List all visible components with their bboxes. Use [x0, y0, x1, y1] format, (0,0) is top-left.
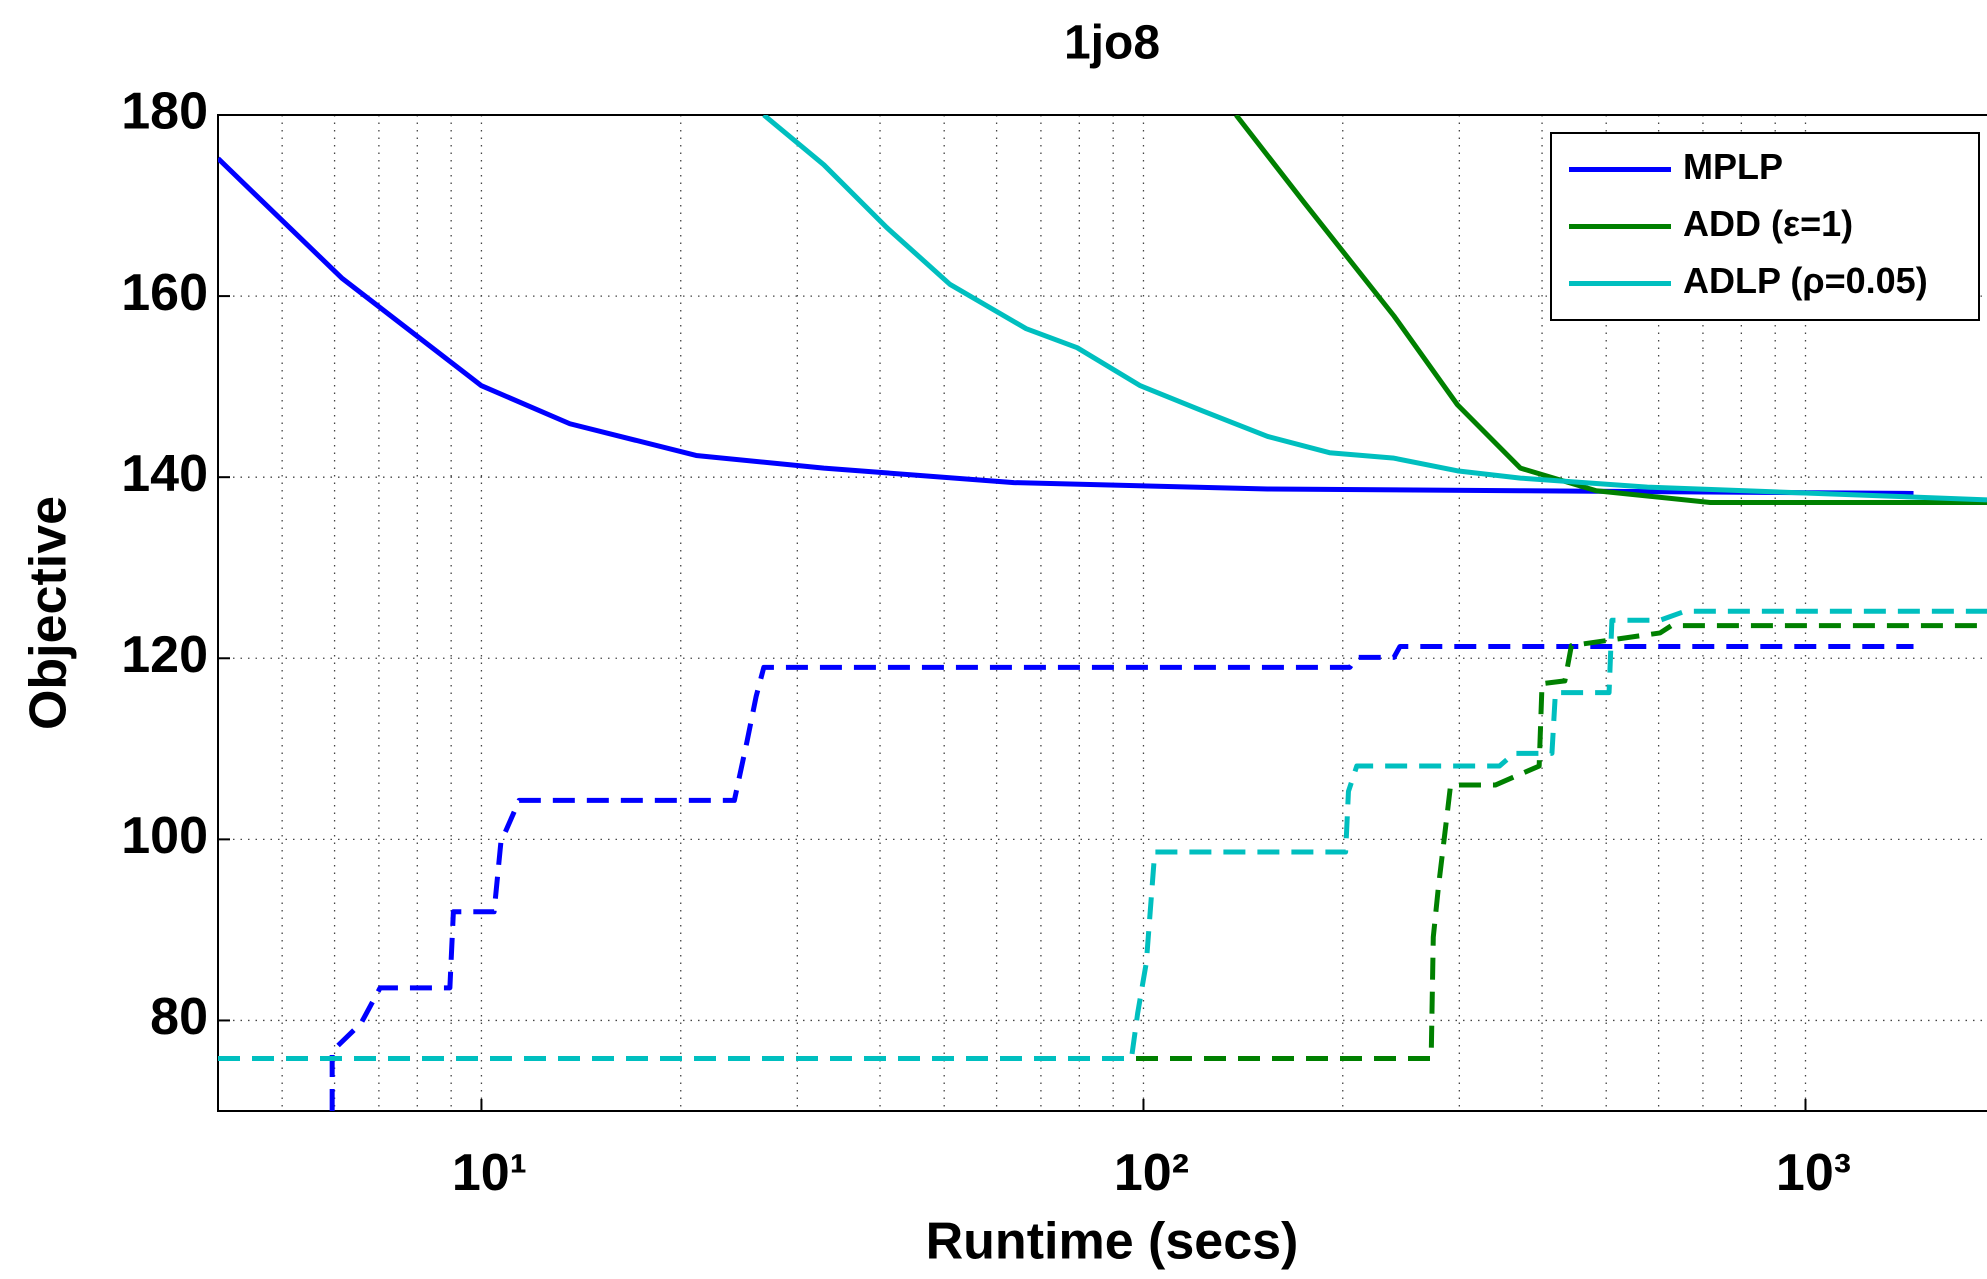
y-tick-label: 180	[121, 83, 208, 141]
x-axis-label: Runtime (secs)	[926, 1213, 1299, 1271]
y-tick-label: 120	[121, 626, 208, 684]
legend-label: ADLP (ρ=0.05)	[1683, 260, 1928, 301]
chart-title: 1jo8	[1064, 17, 1160, 70]
series-line	[332, 647, 1913, 1112]
y-tick-label: 140	[121, 445, 208, 503]
x-tick-label: 10¹	[452, 1144, 527, 1202]
y-tick-label: 100	[121, 807, 208, 865]
x-tick-label: 10³	[1776, 1144, 1851, 1202]
legend-label: ADD (ε=1)	[1683, 203, 1853, 244]
page: {"chart_data": { "type": "line", "title"…	[0, 0, 1987, 1279]
legend-label: MPLP	[1683, 146, 1783, 187]
y-axis-label: Objective	[20, 496, 78, 730]
series-line	[218, 626, 1987, 1059]
y-tick-label: 80	[150, 988, 208, 1046]
series-line	[218, 611, 1987, 1058]
x-tick-label: 10²	[1114, 1144, 1189, 1202]
y-tick-label: 160	[121, 264, 208, 322]
chart: 1jo8 Runtime (secs) Objective 10¹ 10² 10³ 8…	[0, 0, 1987, 1279]
